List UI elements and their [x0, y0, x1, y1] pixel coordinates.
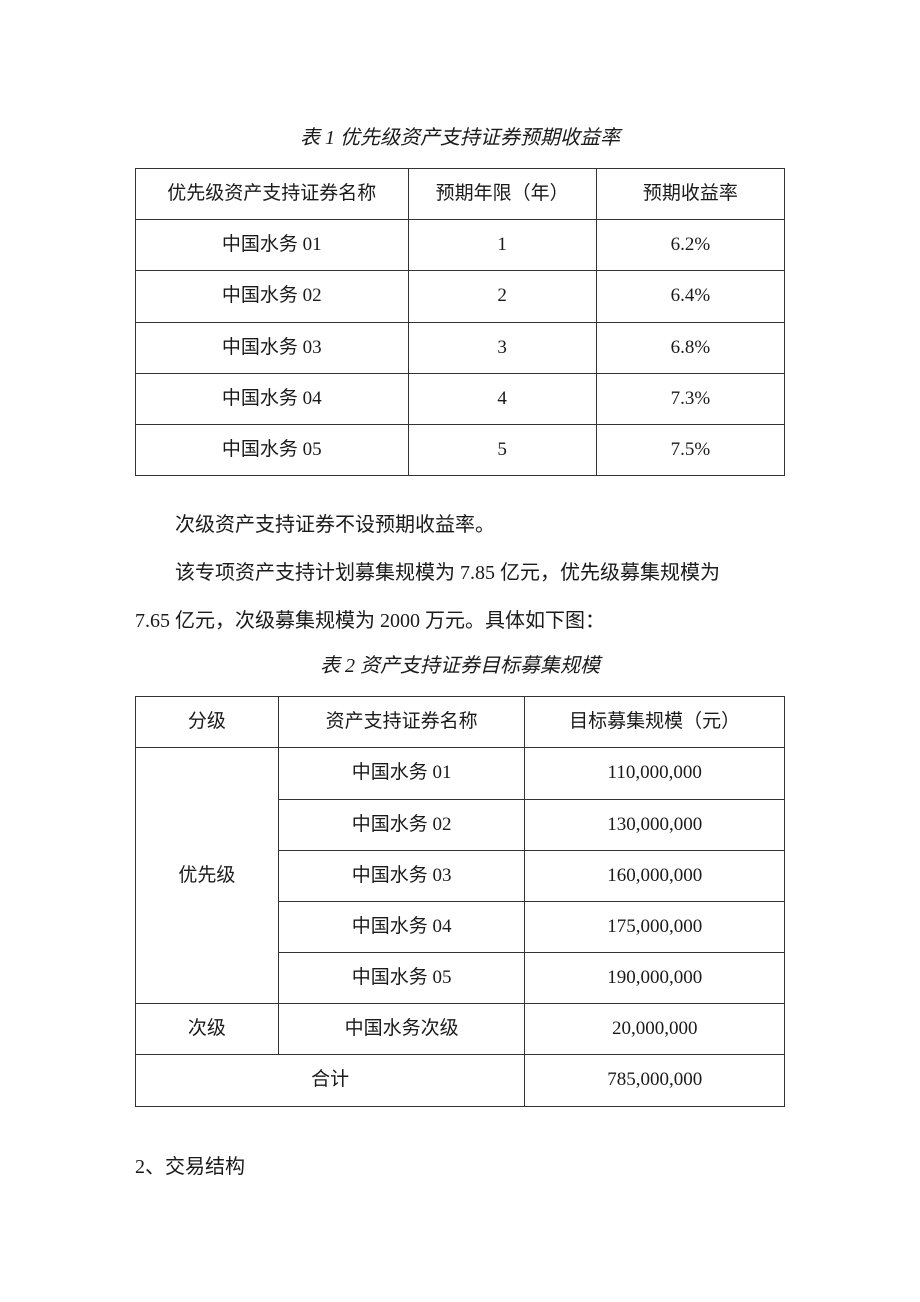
table2: 分级 资产支持证券名称 目标募集规模（元） 优先级 中国水务 01 110,00…	[135, 696, 785, 1107]
cell-scale: 20,000,000	[525, 1004, 785, 1055]
section-2-heading: 2、交易结构	[135, 1147, 785, 1187]
cell-total-label: 合计	[136, 1055, 525, 1106]
cell-yield: 6.8%	[596, 322, 784, 373]
table2-caption: 表 2 资产支持证券目标募集规模	[135, 648, 785, 684]
cell-name: 中国水务 05	[278, 953, 525, 1004]
cell-scale: 190,000,000	[525, 953, 785, 1004]
cell-scale: 175,000,000	[525, 901, 785, 952]
table1-header-row: 优先级资产支持证券名称 预期年限（年） 预期收益率	[136, 169, 785, 220]
table-row: 次级 中国水务次级 20,000,000	[136, 1004, 785, 1055]
cell-total-value: 785,000,000	[525, 1055, 785, 1106]
cell-yield: 6.4%	[596, 271, 784, 322]
table1-caption: 表 1 优先级资产支持证券预期收益率	[135, 120, 785, 156]
table1: 优先级资产支持证券名称 预期年限（年） 预期收益率 中国水务 01 1 6.2%…	[135, 168, 785, 476]
table-row: 中国水务 01 1 6.2%	[136, 220, 785, 271]
paragraph-1: 次级资产支持证券不设预期收益率。	[135, 504, 785, 546]
table1-header-yield: 预期收益率	[596, 169, 784, 220]
table2-body: 优先级 中国水务 01 110,000,000 中国水务 02 130,000,…	[136, 748, 785, 1106]
cell-name: 中国水务 04	[136, 373, 409, 424]
cell-scale: 110,000,000	[525, 748, 785, 799]
cell-name: 中国水务次级	[278, 1004, 525, 1055]
cell-name: 中国水务 02	[278, 799, 525, 850]
cell-yield: 6.2%	[596, 220, 784, 271]
paragraph-2a: 该专项资产支持计划募集规模为 7.85 亿元，优先级募集规模为	[135, 552, 785, 594]
table1-header-term: 预期年限（年）	[408, 169, 596, 220]
cell-yield: 7.3%	[596, 373, 784, 424]
paragraph-2b: 7.65 亿元，次级募集规模为 2000 万元。具体如下图：	[135, 600, 785, 642]
table-row: 中国水务 04 4 7.3%	[136, 373, 785, 424]
table-row: 中国水务 03 3 6.8%	[136, 322, 785, 373]
table1-body: 中国水务 01 1 6.2% 中国水务 02 2 6.4% 中国水务 03 3 …	[136, 220, 785, 476]
table2-header-name: 资产支持证券名称	[278, 697, 525, 748]
cell-yield: 7.5%	[596, 424, 784, 475]
cell-term: 4	[408, 373, 596, 424]
cell-name: 中国水务 03	[136, 322, 409, 373]
cell-term: 1	[408, 220, 596, 271]
cell-priority-label: 优先级	[136, 748, 279, 1004]
table-row: 优先级 中国水务 01 110,000,000	[136, 748, 785, 799]
cell-sub-label: 次级	[136, 1004, 279, 1055]
cell-name: 中国水务 04	[278, 901, 525, 952]
table2-header-row: 分级 资产支持证券名称 目标募集规模（元）	[136, 697, 785, 748]
cell-name: 中国水务 01	[278, 748, 525, 799]
table-row: 中国水务 02 2 6.4%	[136, 271, 785, 322]
cell-term: 5	[408, 424, 596, 475]
cell-scale: 130,000,000	[525, 799, 785, 850]
cell-scale: 160,000,000	[525, 850, 785, 901]
table-row-total: 合计 785,000,000	[136, 1055, 785, 1106]
table-row: 中国水务 05 5 7.5%	[136, 424, 785, 475]
cell-name: 中国水务 05	[136, 424, 409, 475]
cell-name: 中国水务 02	[136, 271, 409, 322]
cell-name: 中国水务 01	[136, 220, 409, 271]
cell-term: 3	[408, 322, 596, 373]
cell-name: 中国水务 03	[278, 850, 525, 901]
table2-header-level: 分级	[136, 697, 279, 748]
table1-header-name: 优先级资产支持证券名称	[136, 169, 409, 220]
cell-term: 2	[408, 271, 596, 322]
table2-header-scale: 目标募集规模（元）	[525, 697, 785, 748]
